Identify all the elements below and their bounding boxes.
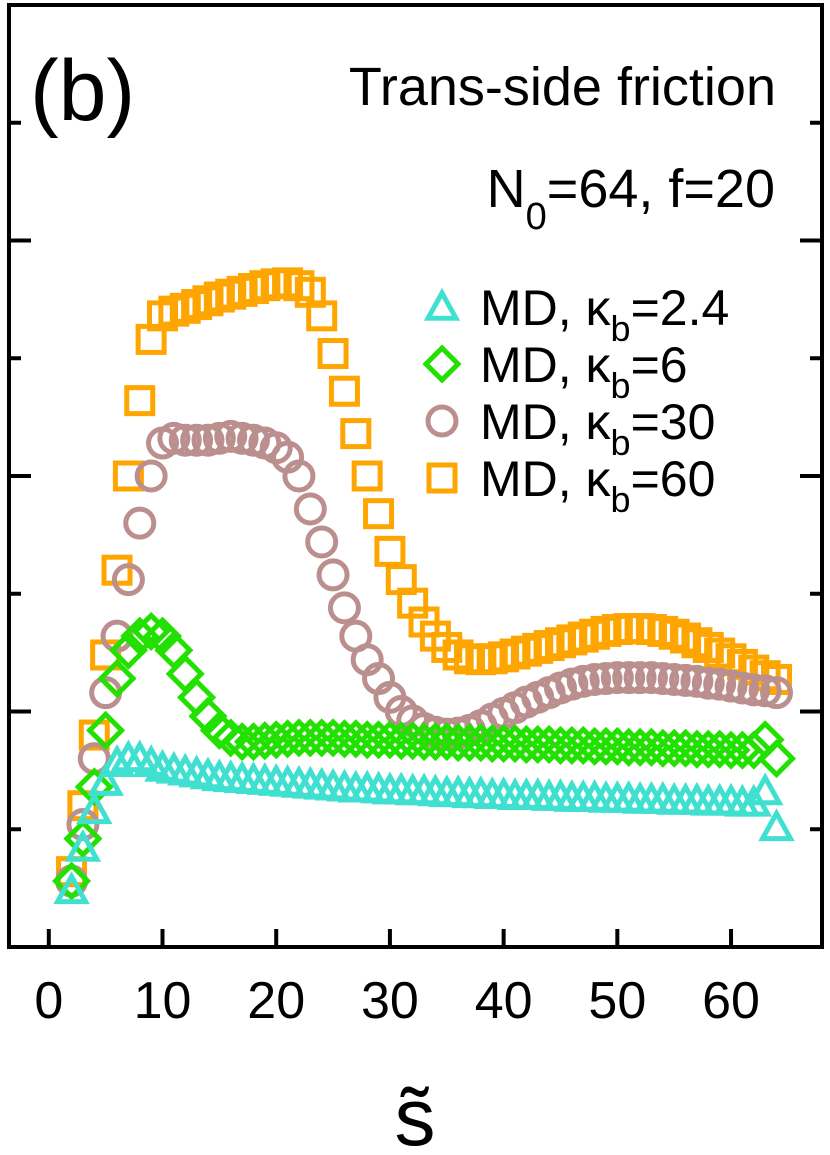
- data-point-diamond: [211, 718, 251, 758]
- data-point-square: [351, 460, 383, 492]
- data-point-circle: [669, 663, 703, 697]
- data-point-circle: [327, 591, 361, 625]
- data-point-diamond: [74, 767, 114, 807]
- data-point-square: [306, 300, 338, 332]
- data-point-circle: [293, 492, 327, 526]
- chart-subtitle: N0=64, f=20: [487, 159, 775, 238]
- data-point-diamond: [131, 611, 171, 651]
- data-point-circle: [566, 664, 600, 698]
- x-tick-label: 20: [247, 972, 305, 1030]
- data-point-diamond: [86, 710, 126, 750]
- data-point-circle: [737, 673, 771, 707]
- data-point-circle: [600, 661, 634, 695]
- data-point-diamond: [108, 630, 148, 670]
- x-tick-label: 50: [588, 972, 646, 1030]
- data-point-circle: [623, 661, 657, 695]
- data-point-circle: [646, 662, 680, 696]
- data-point-circle: [180, 423, 214, 457]
- data-point-circle: [589, 662, 623, 696]
- data-point-diamond: [97, 658, 137, 699]
- data-point-circle: [703, 667, 737, 701]
- data-point-square: [112, 460, 144, 492]
- data-point-circle: [748, 674, 782, 708]
- legend-item: MD, κb=2.4: [423, 280, 729, 349]
- x-tick-label: 60: [702, 972, 760, 1030]
- data-point-circle: [714, 669, 748, 703]
- data-point-circle: [168, 423, 202, 457]
- series-circle: [55, 419, 794, 898]
- data-point-triangle: [87, 763, 124, 796]
- data-point-square: [374, 535, 406, 567]
- data-point-circle: [634, 661, 668, 695]
- svg-text:N0=64, f=20: N0=64, f=20: [487, 159, 775, 238]
- data-point-circle: [316, 558, 350, 592]
- legend-marker-circle: [425, 404, 459, 438]
- data-point-triangle: [98, 744, 136, 778]
- x-axis-label: s̃: [395, 1072, 436, 1155]
- data-point-triangle: [746, 772, 784, 806]
- data-point-circle: [134, 459, 168, 493]
- data-point-square: [363, 498, 395, 530]
- data-point-circle: [202, 421, 236, 455]
- legend-label: MD, κb=6: [480, 337, 688, 406]
- x-tick-label: 0: [34, 972, 63, 1030]
- data-point-circle: [123, 506, 157, 540]
- ticks-layer: [9, 3, 822, 949]
- legend-item: MD, κb=60: [426, 451, 715, 520]
- legend-item: MD, κb=30: [425, 394, 715, 463]
- legend-label: MD, κb=2.4: [480, 280, 729, 349]
- legend-label: MD, κb=30: [480, 394, 715, 463]
- legend-item: MD, κb=6: [422, 337, 688, 406]
- data-point-square: [328, 375, 360, 407]
- data-point-triangle: [64, 828, 102, 862]
- data-point-circle: [612, 661, 646, 695]
- x-tick-label: 40: [475, 972, 533, 1030]
- x-tick-label: 10: [134, 972, 192, 1030]
- legend-marker-square: [426, 462, 458, 494]
- series-triangle: [53, 739, 795, 905]
- data-point-square: [124, 385, 156, 417]
- chart-title: Trans-side friction: [349, 57, 776, 117]
- data-point-diamond: [63, 819, 103, 859]
- panel-label: (b): [30, 43, 135, 139]
- data-point-circle: [760, 676, 794, 710]
- data-point-circle: [191, 423, 225, 457]
- data-point-triangle: [53, 871, 90, 905]
- data-point-circle: [578, 662, 612, 696]
- series-square: [56, 267, 793, 888]
- x-tick-label: 30: [361, 972, 419, 1030]
- data-point-triangle: [758, 808, 795, 842]
- data-point-circle: [305, 525, 339, 559]
- data-point-diamond: [734, 730, 774, 770]
- subtitle-rest: =64, f=20: [547, 159, 775, 219]
- subtitle-subscript: 0: [526, 196, 547, 238]
- data-point-triangle: [76, 791, 113, 825]
- x-tick-labels: 0 10 20 30 40 50 60: [34, 972, 760, 1030]
- data-point-circle: [157, 421, 191, 455]
- legend-marker-diamond: [422, 344, 462, 384]
- data-point-circle: [680, 664, 714, 698]
- data-point-square: [317, 338, 349, 370]
- legend-label: MD, κb=60: [480, 451, 715, 520]
- data-point-circle: [691, 666, 725, 700]
- data-point-circle: [725, 671, 759, 705]
- data-point-diamond: [756, 739, 797, 779]
- data-point-circle: [225, 421, 259, 455]
- data-point-circle: [111, 563, 145, 597]
- subtitle-symbol: N: [487, 159, 526, 219]
- legend-marker-triangle: [423, 287, 461, 321]
- series-diamond: [52, 611, 797, 901]
- data-point-circle: [657, 662, 691, 696]
- data-point-circle: [214, 419, 248, 453]
- data-point-square: [340, 418, 372, 450]
- data-point-diamond: [52, 861, 92, 901]
- series-layer: [52, 267, 797, 905]
- data-point-square: [78, 719, 110, 751]
- data-point-circle: [282, 459, 316, 493]
